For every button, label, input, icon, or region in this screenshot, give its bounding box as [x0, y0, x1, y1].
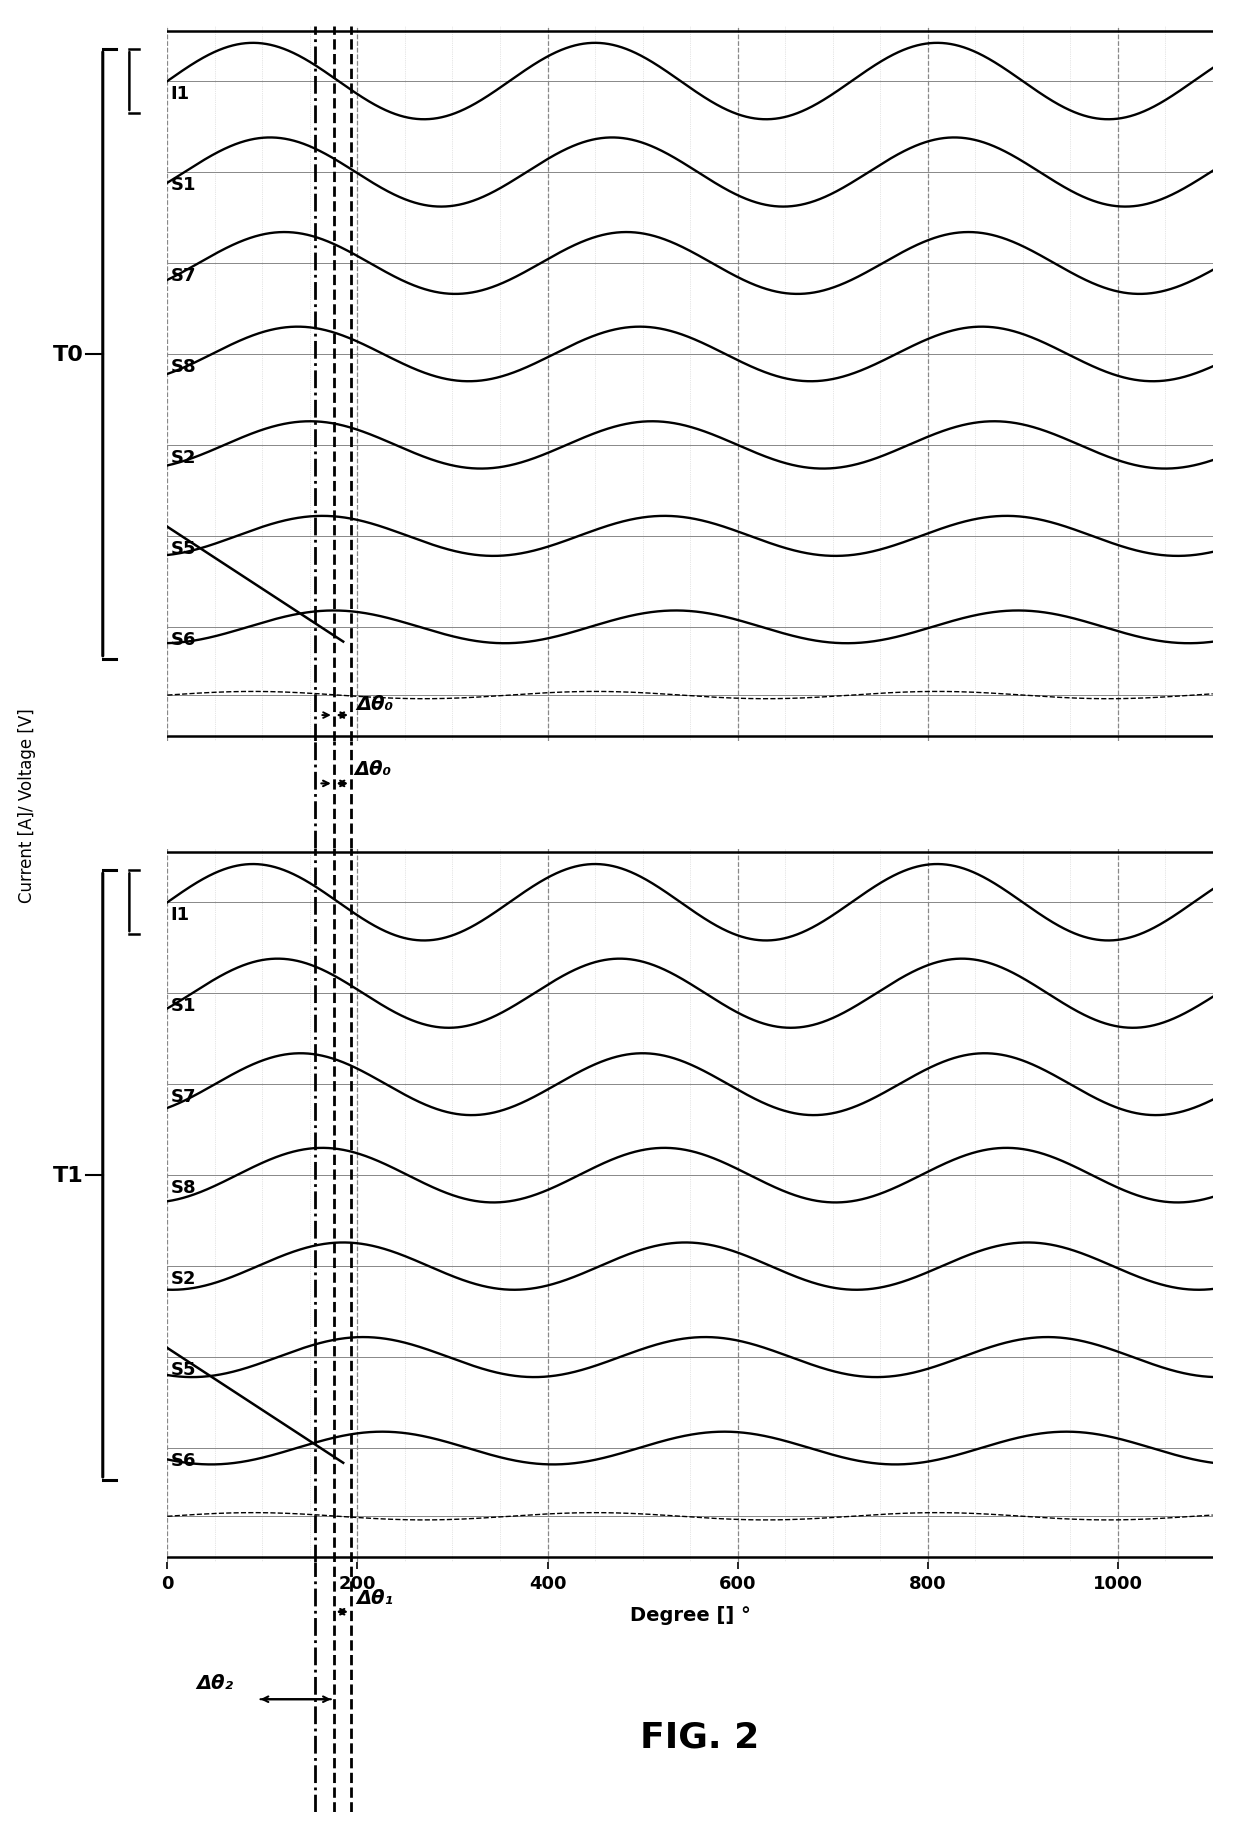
Text: T0: T0	[53, 344, 84, 364]
Text: S5: S5	[170, 1360, 196, 1378]
Text: S6: S6	[170, 1451, 196, 1469]
Text: I1: I1	[170, 906, 190, 924]
Text: S5: S5	[170, 540, 196, 558]
Text: Δθ₀: Δθ₀	[357, 695, 393, 714]
Text: S6: S6	[170, 630, 196, 648]
Text: S1: S1	[170, 996, 196, 1014]
Text: I1: I1	[170, 84, 190, 102]
X-axis label: Degree [] °: Degree [] °	[630, 1605, 750, 1625]
Text: Δθ₂: Δθ₂	[196, 1673, 233, 1691]
Text: S8: S8	[170, 357, 196, 375]
Text: S1: S1	[170, 176, 196, 194]
Text: Δθ₀: Δθ₀	[355, 759, 392, 778]
Text: S2: S2	[170, 448, 196, 467]
Text: S2: S2	[170, 1270, 196, 1286]
Text: S7: S7	[170, 1087, 196, 1105]
Text: Current [A]/ Voltage [V]: Current [A]/ Voltage [V]	[19, 708, 36, 902]
Text: S8: S8	[170, 1179, 196, 1197]
Text: T1: T1	[53, 1166, 84, 1186]
Text: S7: S7	[170, 267, 196, 284]
Text: FIG. 2: FIG. 2	[640, 1720, 759, 1753]
Text: Δθ₁: Δθ₁	[357, 1588, 393, 1607]
